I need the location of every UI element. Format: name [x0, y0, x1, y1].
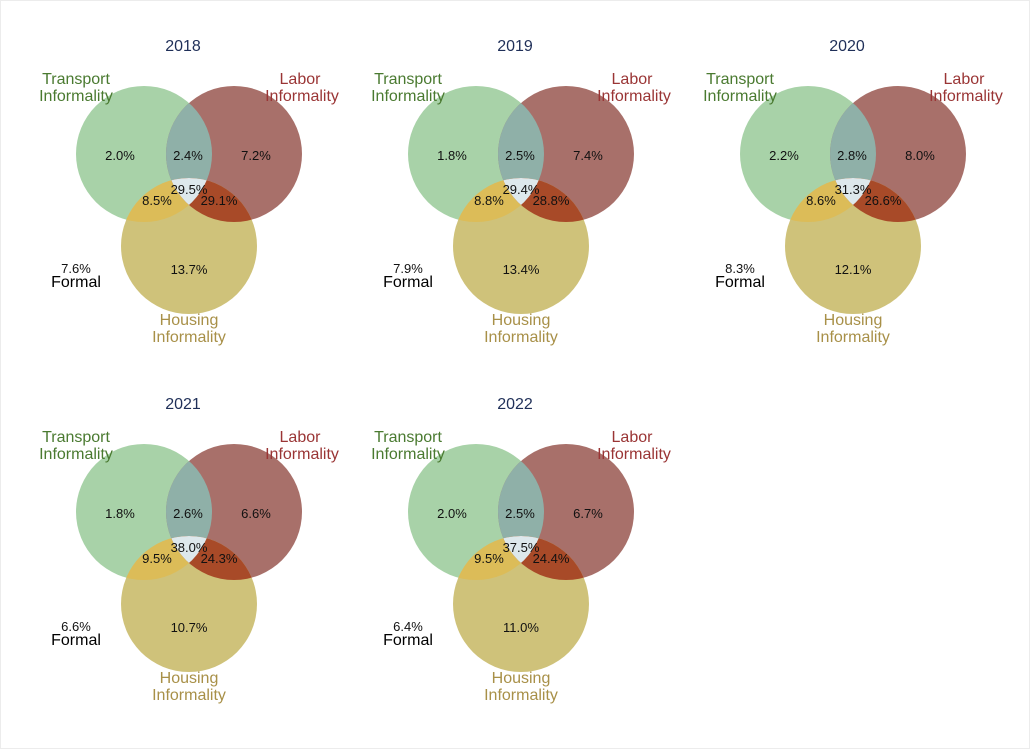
transport-only-value: 2.0%	[437, 506, 467, 521]
housing-label: Housing	[160, 312, 219, 329]
housing-label: Informality	[484, 329, 558, 346]
transport-label: Transport	[42, 429, 110, 446]
transport-housing-overlap	[453, 536, 544, 580]
housing-only-value: 10.7%	[171, 620, 208, 635]
transport-housing-value: 8.5%	[142, 193, 172, 208]
panel-title: 2020	[829, 38, 865, 55]
formal-value: 8.3%	[725, 261, 755, 276]
formal-label: Formal	[51, 274, 101, 291]
transport-only-value: 1.8%	[437, 148, 467, 163]
labor-housing-value: 28.8%	[533, 193, 570, 208]
labor-housing-overlap	[498, 536, 589, 580]
labor-housing-value: 29.1%	[201, 193, 238, 208]
venn-panel-2019: 2019TransportInformalityLaborInformality…	[371, 38, 671, 346]
panel-title: 2018	[165, 38, 201, 55]
transport-labor-value: 2.5%	[505, 506, 535, 521]
transport-only-value: 2.2%	[769, 148, 799, 163]
transport-housing-value: 8.6%	[806, 193, 836, 208]
labor-label: Informality	[597, 446, 671, 463]
labor-only-value: 6.7%	[573, 506, 603, 521]
labor-label: Labor	[944, 71, 986, 88]
housing-label: Informality	[484, 687, 558, 704]
transport-only-value: 2.0%	[105, 148, 135, 163]
transport-labor-value: 2.5%	[505, 148, 535, 163]
labor-label: Informality	[265, 88, 339, 105]
labor-housing-value: 26.6%	[865, 193, 902, 208]
housing-label: Housing	[492, 670, 551, 687]
transport-label: Informality	[703, 88, 777, 105]
housing-label: Housing	[160, 670, 219, 687]
labor-label: Labor	[280, 429, 322, 446]
housing-label: Housing	[492, 312, 551, 329]
venn-panel-2022: 2022TransportInformalityLaborInformality…	[371, 396, 671, 704]
transport-housing-overlap	[121, 178, 212, 222]
labor-only-value: 7.4%	[573, 148, 603, 163]
transport-label: Transport	[706, 71, 774, 88]
housing-only-value: 11.0%	[503, 620, 539, 635]
panel-title: 2021	[165, 396, 201, 413]
labor-housing-overlap	[830, 178, 921, 222]
labor-housing-value: 24.4%	[533, 551, 570, 566]
formal-value: 6.4%	[393, 619, 423, 634]
all-three-value: 37.5%	[503, 540, 540, 555]
panel-title: 2019	[497, 38, 533, 55]
all-three-value: 29.5%	[171, 182, 208, 197]
formal-label: Formal	[715, 274, 765, 291]
transport-housing-value: 9.5%	[142, 551, 172, 566]
formal-value: 7.9%	[393, 261, 423, 276]
labor-housing-overlap	[166, 536, 257, 580]
formal-value: 6.6%	[61, 619, 91, 634]
formal-label: Formal	[383, 632, 433, 649]
transport-housing-value: 9.5%	[474, 551, 504, 566]
transport-label: Transport	[374, 71, 442, 88]
transport-label: Informality	[371, 446, 445, 463]
all-three-value: 38.0%	[171, 540, 208, 555]
labor-label: Labor	[280, 71, 322, 88]
labor-only-value: 6.6%	[241, 506, 271, 521]
labor-only-value: 8.0%	[905, 148, 935, 163]
housing-label: Informality	[816, 329, 890, 346]
transport-housing-overlap	[453, 178, 544, 222]
labor-label: Labor	[612, 71, 654, 88]
formal-value: 7.6%	[61, 261, 91, 276]
housing-label: Informality	[152, 329, 226, 346]
transport-only-value: 1.8%	[105, 506, 135, 521]
venn-panel-2021: 2021TransportInformalityLaborInformality…	[39, 396, 339, 704]
transport-housing-value: 8.8%	[474, 193, 504, 208]
labor-label: Informality	[265, 446, 339, 463]
transport-label: Informality	[39, 446, 113, 463]
labor-housing-overlap	[166, 178, 257, 222]
housing-only-value: 13.7%	[171, 262, 208, 277]
housing-only-value: 12.1%	[835, 262, 872, 277]
labor-label: Informality	[597, 88, 671, 105]
transport-housing-overlap	[785, 178, 876, 222]
transport-labor-value: 2.4%	[173, 148, 203, 163]
venn-panel-2018: 2018TransportInformalityLaborInformality…	[39, 38, 339, 346]
panel-title: 2022	[497, 396, 533, 413]
labor-housing-overlap	[498, 178, 589, 222]
transport-label: Informality	[39, 88, 113, 105]
all-three-value: 29.4%	[503, 182, 540, 197]
labor-label: Informality	[929, 88, 1003, 105]
transport-label: Transport	[42, 71, 110, 88]
housing-label: Housing	[824, 312, 883, 329]
formal-label: Formal	[51, 632, 101, 649]
housing-only-value: 13.4%	[503, 262, 540, 277]
all-three-value: 31.3%	[835, 182, 872, 197]
labor-label: Labor	[612, 429, 654, 446]
transport-label: Informality	[371, 88, 445, 105]
housing-label: Informality	[152, 687, 226, 704]
formal-label: Formal	[383, 274, 433, 291]
transport-label: Transport	[374, 429, 442, 446]
transport-labor-value: 2.8%	[837, 148, 867, 163]
transport-housing-overlap	[121, 536, 212, 580]
venn-panel-2020: 2020TransportInformalityLaborInformality…	[703, 38, 1003, 346]
labor-only-value: 7.2%	[241, 148, 271, 163]
transport-labor-value: 2.6%	[173, 506, 203, 521]
labor-housing-value: 24.3%	[201, 551, 238, 566]
